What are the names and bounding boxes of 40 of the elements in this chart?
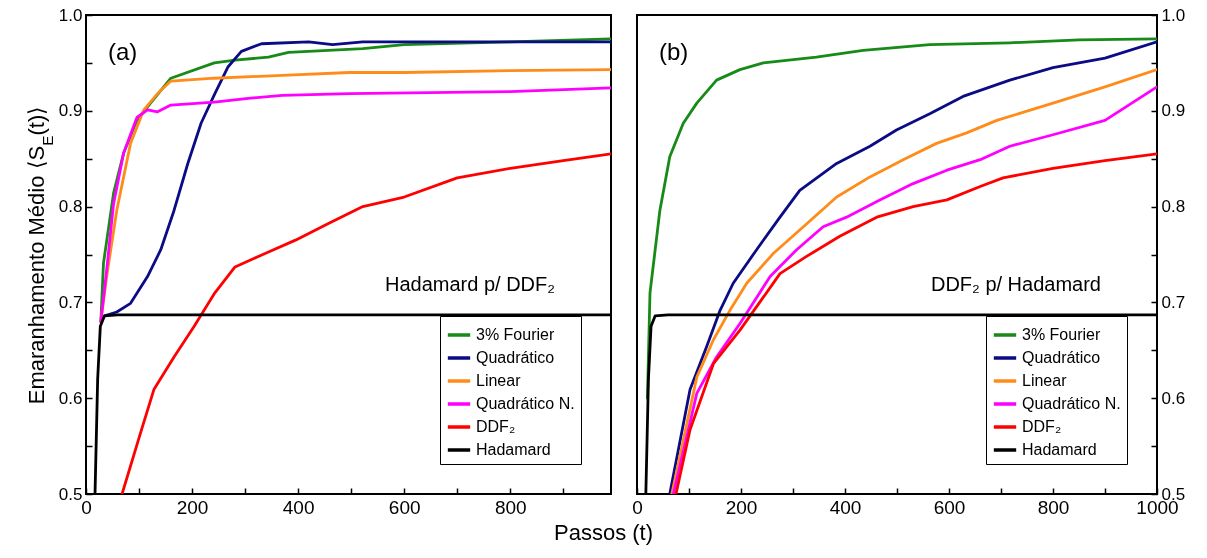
x-tick-label: 400: [282, 496, 315, 518]
legend-label: 3% Fourier: [476, 326, 555, 343]
x-tick-label: 800: [494, 496, 527, 518]
y-tick-label: 0.6: [1161, 388, 1186, 408]
line-series: [120, 152, 611, 494]
annotation: DDF₂ p/ Hadamard: [930, 273, 1101, 295]
y-tick-label: 0.8: [58, 197, 83, 217]
x-axis-title: Passos (t): [553, 520, 654, 546]
x-tick-label: 600: [933, 496, 966, 518]
x-tick-label: 400: [829, 496, 862, 518]
x-tick-label: 800: [1037, 496, 1070, 518]
legend-label: 3% Fourier: [1022, 326, 1101, 343]
y-tick-label: 1.0: [1161, 5, 1186, 25]
y-tick-label: 0.9: [58, 101, 83, 121]
annotation: (b): [659, 38, 689, 65]
y-tick-label: 0.7: [58, 292, 83, 312]
legend-label: Quadrático N.: [476, 395, 575, 412]
y-tick-label: 0.7: [1161, 292, 1186, 312]
legend-label: Quadrático: [1022, 349, 1101, 366]
legend-label: Linear: [1022, 372, 1068, 389]
x-tick-label: 600: [388, 496, 421, 518]
y-tick-label: 0.6: [58, 388, 83, 408]
y-tick-label: 0.9: [1161, 101, 1186, 121]
legend-label: Hadamard: [476, 441, 551, 458]
legend-label: Linear: [476, 372, 522, 389]
line-series: [674, 152, 1157, 494]
x-tick-label: 0: [81, 496, 92, 518]
x-tick-label: 200: [176, 496, 209, 518]
annotation: Hadamard p/ DDF₂: [384, 273, 555, 295]
legend-label: Quadrático N.: [1022, 395, 1121, 412]
y-tick-label: 1.0: [58, 5, 83, 25]
annotation: (a): [108, 38, 138, 65]
legend-label: Quadrático: [476, 349, 555, 366]
legend-label: Hadamard: [1022, 441, 1097, 458]
y-tick-label: 0.8: [1161, 197, 1186, 217]
legend-label: DDF₂: [1022, 418, 1062, 435]
x-tick-label: 200: [725, 496, 758, 518]
legend-label: DDF₂: [476, 418, 516, 435]
y-tick-label: 0.5: [58, 484, 83, 504]
x-tick-label: 0: [632, 496, 643, 518]
